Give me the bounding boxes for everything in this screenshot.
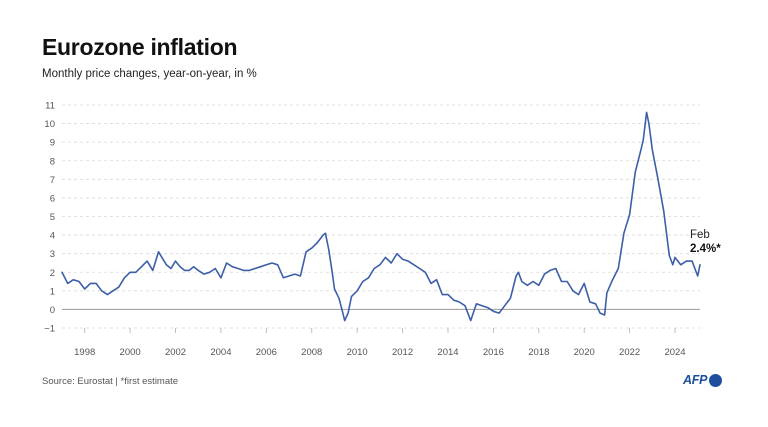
y-tick-label: 5 xyxy=(50,212,55,223)
y-axis-ticks: −1 0 1 2 3 4 5 6 7 8 9 10 11 xyxy=(44,101,55,335)
x-tick-label: 2016 xyxy=(483,347,504,358)
y-tick-label: 11 xyxy=(45,101,55,112)
x-tick-label: 2014 xyxy=(437,347,458,358)
x-tick-label: 1998 xyxy=(74,347,95,358)
x-tick-label: 2024 xyxy=(664,347,685,358)
x-tick-label: 2004 xyxy=(210,347,231,358)
afp-logo-text: AFP xyxy=(683,373,708,387)
x-tick-label: 2012 xyxy=(392,347,413,358)
gridlines xyxy=(62,104,700,329)
x-tick-label: 2002 xyxy=(165,347,186,358)
chart-title: Eurozone inflation xyxy=(42,34,238,60)
x-tick-label: 2020 xyxy=(574,347,595,358)
x-tick-label: 2008 xyxy=(301,347,322,358)
x-tick-label: 2000 xyxy=(120,347,141,358)
y-tick-label: 7 xyxy=(50,175,55,186)
series-line xyxy=(61,111,701,322)
annotation-value: 2.4%* xyxy=(690,243,721,255)
x-tick-label: 2006 xyxy=(256,347,277,358)
y-tick-label: 1 xyxy=(50,286,55,297)
series-group xyxy=(61,111,701,322)
x-tick-label: 2022 xyxy=(619,347,640,358)
source-note: Source: Eurostat | *first estimate xyxy=(42,376,179,387)
y-tick-label: 10 xyxy=(44,119,55,130)
y-tick-label: 9 xyxy=(50,138,55,149)
y-tick-label: −1 xyxy=(44,324,55,335)
y-tick-label: 3 xyxy=(50,249,55,260)
x-axis-ticks: 1998 2000 2002 2004 2006 2008 2010 2012 2014 2016… xyxy=(74,328,686,358)
y-tick-label: 6 xyxy=(50,193,55,204)
y-tick-label: 8 xyxy=(50,156,55,167)
latest-value-annotation: Feb 2.4%* xyxy=(690,229,721,255)
x-tick-label: 2010 xyxy=(347,347,368,358)
x-tick-label: 2018 xyxy=(528,347,549,358)
afp-logo-dot-icon xyxy=(709,373,723,387)
y-tick-label: 4 xyxy=(50,231,55,242)
y-tick-label: 0 xyxy=(50,305,55,316)
chart-subtitle: Monthly price changes, year-on-year, in … xyxy=(42,68,257,80)
annotation-month: Feb xyxy=(690,229,710,241)
afp-logo: AFP xyxy=(683,372,723,388)
y-tick-label: 2 xyxy=(50,268,55,279)
